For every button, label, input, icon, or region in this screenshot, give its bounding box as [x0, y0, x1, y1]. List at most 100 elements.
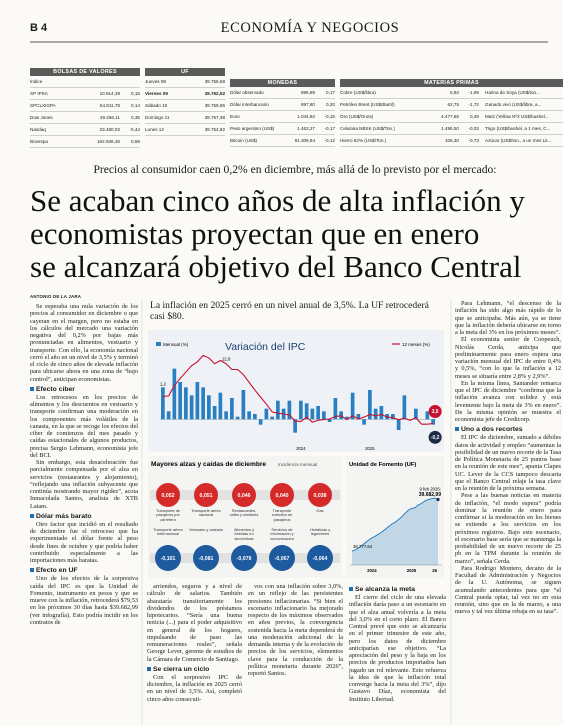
bar — [161, 387, 165, 420]
table-cell: Trigo (US$/bushel, a 1 mes, C... — [485, 126, 551, 131]
text-column: Se esperaba una nula variación de los pr… — [30, 303, 138, 723]
commodities-table: MATERIAS PRIMAS Cobre (US$/libra) 5,84 -1,9… — [340, 79, 563, 147]
table-cell: -0,44 — [129, 127, 140, 132]
graphic-intro: La inflación en 2025 cerró en un nivel a… — [150, 300, 429, 322]
table-row: SPCLXIGPA 54.811,78 0,14 — [30, 100, 140, 112]
paragraph: El IPC de diciembre, sumado a débiles da… — [455, 434, 561, 492]
paragraph: El cierre del ciclo de una elevada infla… — [349, 594, 446, 703]
uf-area — [352, 498, 438, 565]
table-title: BOLSAS DE VALORES — [30, 68, 140, 76]
table-cell: Bitcoin (US$) — [230, 138, 258, 143]
paragraph: Para Lehmann, “el descenso de la inflaci… — [455, 300, 561, 336]
table-row: Petróleo Brent (US$/Barril) 62,75 -1,72 Gan… — [340, 99, 563, 111]
bar — [207, 395, 211, 420]
paragraph: Los retrocesos en los precios de aliment… — [30, 393, 138, 459]
table-cell: 897,80 — [300, 102, 315, 107]
bar — [368, 390, 372, 420]
table-cell: Cobre (US$/libra) — [340, 90, 376, 95]
highlight-dot — [428, 430, 442, 444]
table-cell: 0,14 — [131, 103, 140, 108]
table-row: Peso argentino (US$) 1.463,27 -0,17 — [230, 123, 335, 135]
bar — [212, 406, 217, 420]
table-cell: -0,73 — [468, 138, 479, 143]
table-cell: -0,15 — [324, 114, 335, 119]
table-cell: Nasdaq — [30, 127, 46, 132]
table-cell: Domingo 11 — [145, 115, 170, 120]
table-row: Índice — [30, 76, 140, 88]
bar — [396, 419, 401, 430]
bar — [373, 408, 378, 420]
bar — [345, 416, 349, 420]
bar — [431, 419, 435, 425]
value-label: 1,2 — [160, 381, 167, 386]
text-column: Se alcanza la meta El cierre del ciclo de… — [349, 583, 446, 723]
subheading: Efecto en UF — [30, 567, 138, 574]
paragraph: Para Rodrigo Montero, decano de la Facul… — [455, 564, 561, 616]
bar — [172, 368, 177, 420]
bar — [247, 411, 251, 420]
bar — [362, 419, 366, 425]
subheading: Dólar más barato — [30, 513, 138, 520]
subheading: Se cierra un ciclo — [147, 666, 242, 673]
value-label: 3,5 — [432, 409, 439, 415]
bar — [241, 390, 246, 420]
paragraph: Pese a las buenas noticias en materia de… — [455, 492, 561, 565]
bar — [218, 392, 223, 420]
section-title: ECONOMÍA Y NEGOCIOS — [220, 20, 400, 36]
bubble-value: -0,081 — [199, 556, 214, 562]
table-cell: 1.463,27 — [297, 126, 315, 131]
table-cell: 106,30 — [444, 138, 459, 143]
table-cell: -0,12 — [324, 138, 335, 143]
bar — [333, 398, 338, 420]
table-cell: -1,72 — [468, 102, 479, 107]
category-label: Gas — [316, 508, 324, 513]
table-cell: Peso argentino (US$) — [230, 126, 275, 131]
bar — [264, 408, 269, 420]
value-label: -0,2 — [431, 435, 440, 441]
bar — [287, 400, 292, 420]
bubble-value: 0,038 — [314, 493, 327, 499]
bar — [350, 392, 355, 420]
paragraph: Con el sorpresivo IPC de diciembre, la i… — [147, 673, 242, 703]
bubble-value: 0,052 — [162, 493, 175, 499]
table-cell: 54.811,78 — [99, 103, 120, 108]
bubble-value: 0,046 — [238, 493, 251, 499]
bar — [327, 419, 332, 422]
kicker: Precios al consumidor caen 0,2% en dicie… — [93, 163, 497, 176]
bar — [184, 387, 188, 420]
x-axis-label: 2024 — [296, 446, 306, 451]
bubble — [155, 545, 181, 571]
table-cell: 10.914,38 — [99, 91, 120, 96]
paragraph: Sin embargo, esta desaceleración fue par… — [30, 459, 138, 510]
stocks-table: BOLSAS DE VALORES Índice SP IPSA 10.914,38 0… — [30, 68, 140, 148]
uf-line — [351, 497, 439, 552]
end-dot — [436, 497, 440, 502]
table-cell: Harina de Soya (US$/ton... — [485, 90, 540, 95]
bar — [391, 414, 395, 420]
bubble — [307, 545, 333, 571]
x-axis-label: 26 — [432, 568, 437, 573]
table-title: MONEDAS — [230, 79, 335, 87]
paragraph: arriendos, seguros y a nivel de cálculo … — [147, 583, 242, 663]
table-title: MATERIAS PRIMAS — [340, 79, 563, 87]
table-row: Euro 1.044,84 -0,15 — [230, 111, 335, 123]
table-cell: Euro — [230, 114, 240, 119]
table-cell: Viernes 09 — [145, 91, 168, 96]
bar — [310, 408, 315, 420]
bar — [258, 419, 263, 425]
table-cell: SP IPSA — [30, 91, 48, 96]
category-label: Vestuario y calzado — [189, 527, 223, 532]
bubble-value: -0,101 — [161, 556, 176, 562]
headline-line: economistas proyectan que en enero — [30, 216, 480, 251]
bubble — [232, 483, 256, 507]
table-row: Sábado 10 39.759,95 — [145, 100, 225, 112]
paragraph: Otro factor que incidió en el resultado … — [30, 520, 138, 564]
bar — [166, 411, 171, 420]
table-cell: Dow Jones — [30, 115, 53, 120]
start-label: 36.777,64 — [353, 544, 373, 549]
text-column: arriendos, seguros y a nivel de cálculo … — [147, 583, 242, 723]
highlight-dot — [428, 405, 442, 418]
bubble — [194, 483, 218, 507]
table-cell: 39.754,82 — [204, 127, 225, 132]
bubble-value: 0,040 — [276, 493, 289, 499]
